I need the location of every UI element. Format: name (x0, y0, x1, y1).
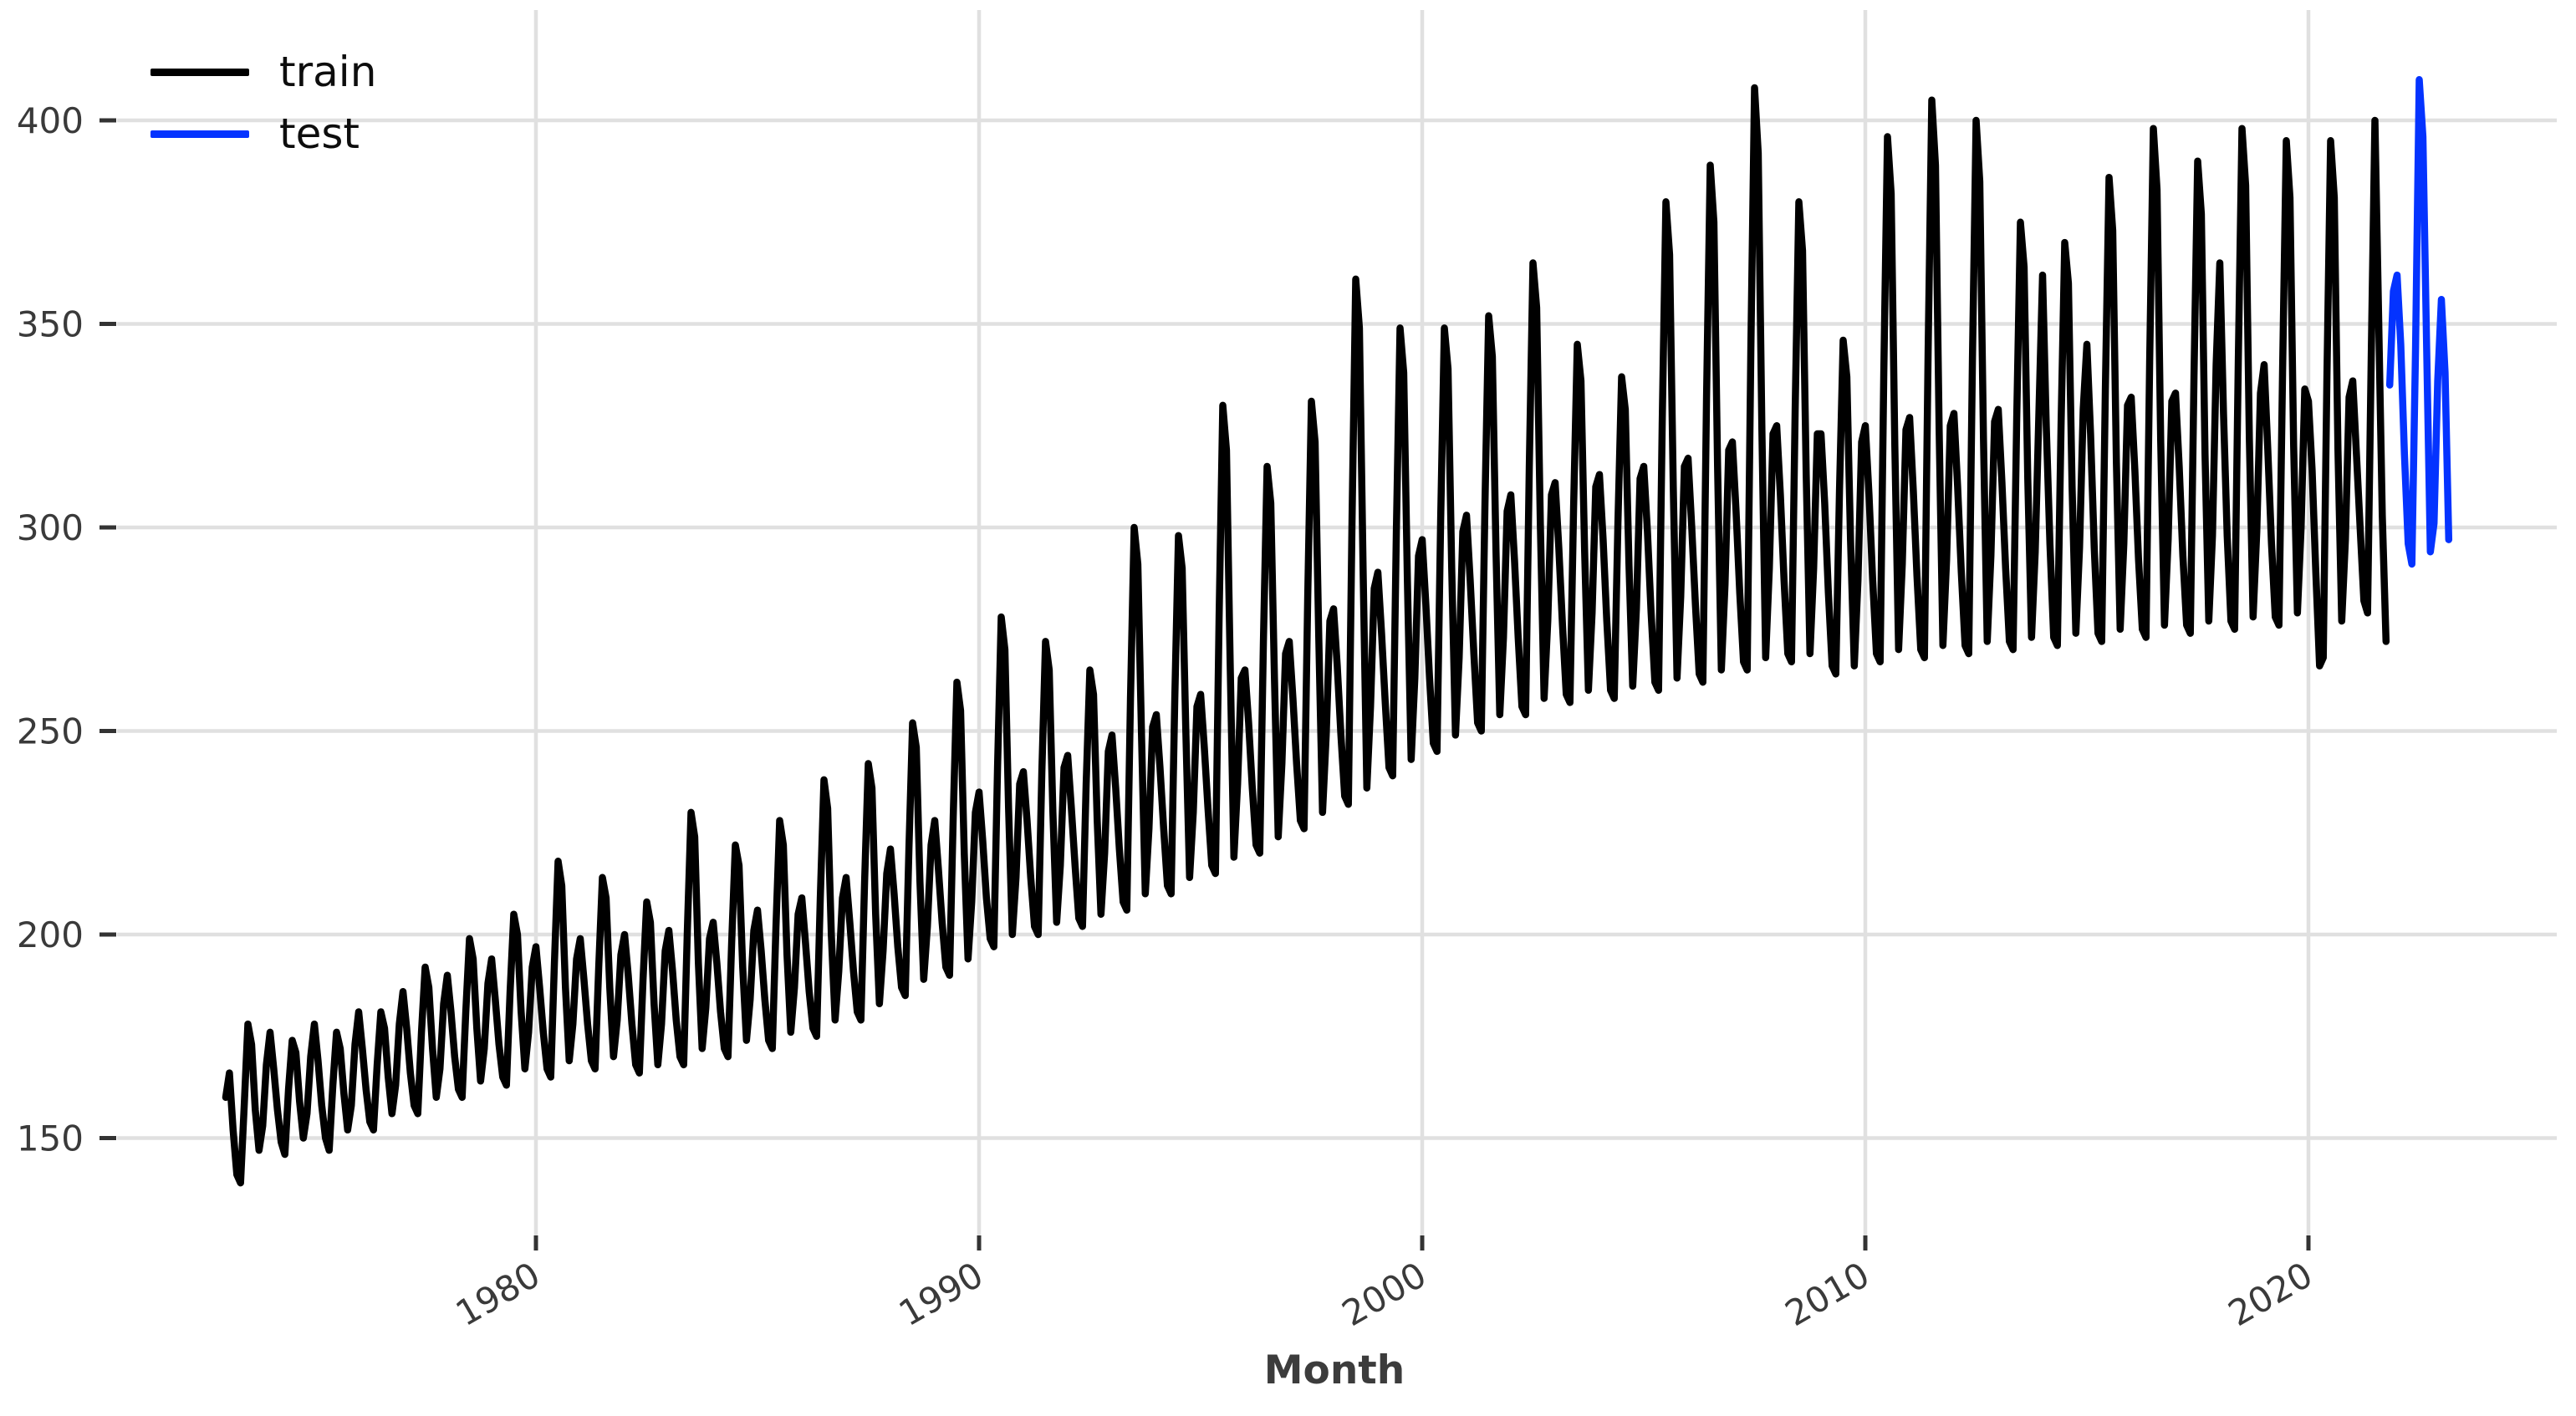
x-tick-label: 1990 (892, 1254, 990, 1334)
x-tick-label: 1980 (449, 1254, 547, 1334)
x-tick-label: 2000 (1335, 1254, 1433, 1334)
y-tick-label: 350 (17, 304, 84, 345)
y-tick-label: 300 (17, 507, 84, 548)
y-tick-label: 200 (17, 914, 84, 955)
y-tick-label: 150 (17, 1118, 84, 1159)
x-axis-title: Month (1263, 1347, 1405, 1393)
train-series-line (222, 84, 2390, 1187)
test-series-line (2385, 76, 2453, 568)
x-tick-label: 2020 (2221, 1254, 2319, 1334)
y-tick-label: 250 (17, 711, 84, 752)
x-tick-label: 2010 (1778, 1254, 1876, 1334)
y-tick-label: 400 (17, 100, 84, 141)
